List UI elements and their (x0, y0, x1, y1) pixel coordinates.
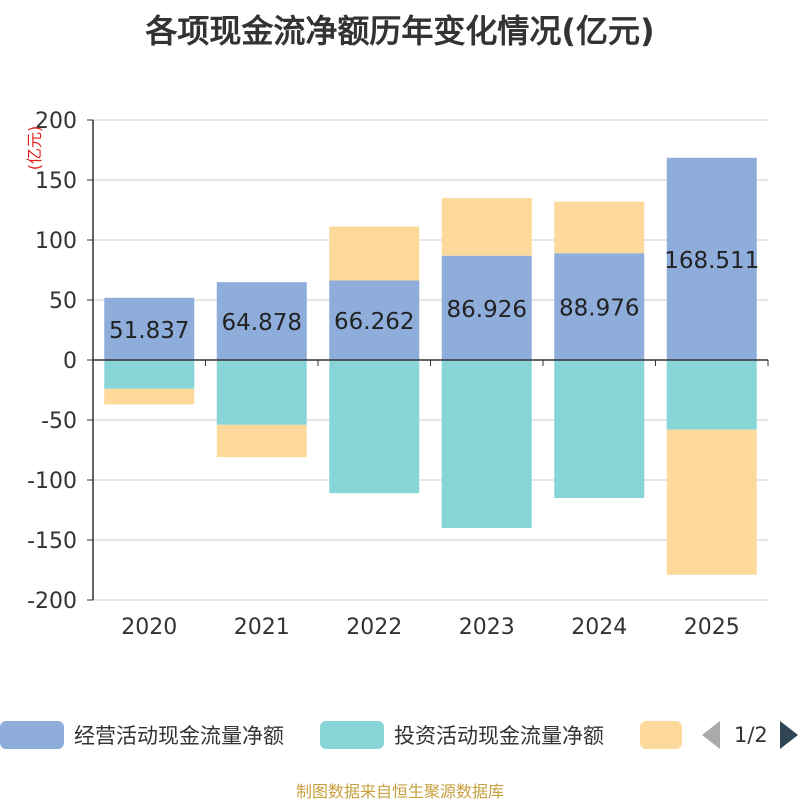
data-label: 51.837 (109, 318, 189, 344)
y-tick-label: 150 (35, 169, 77, 194)
y-tick-label: 0 (63, 349, 77, 374)
data-label: 66.262 (334, 309, 414, 335)
bar-third-2024 (554, 201, 645, 254)
bar-third-2025 (666, 429, 757, 575)
bar-operating-2024 (554, 253, 645, 360)
data-label: 88.976 (559, 296, 639, 322)
x-tick-label: 2021 (234, 615, 290, 640)
bar-operating-2021 (216, 282, 307, 360)
data-label: 64.878 (222, 310, 302, 336)
legend: 经营活动现金流量净额 投资活动现金流量净额 1/2 (0, 716, 800, 754)
legend-swatch-third (640, 721, 682, 749)
source-note: 制图数据来自恒生聚源数据库 (295, 782, 504, 801)
y-tick-label: -200 (27, 589, 77, 614)
prev-page-icon[interactable] (702, 721, 720, 749)
bar-operating-2023 (441, 255, 532, 360)
bar-operating-2022 (329, 280, 420, 360)
bar-third-2021 (216, 424, 307, 458)
y-tick-label: 100 (35, 229, 77, 254)
bar-operating-2025 (666, 157, 757, 360)
y-tick-label: 50 (49, 289, 77, 314)
x-tick-label: 2025 (684, 615, 740, 640)
legend-item-investing[interactable]: 投资活动现金流量净额 (320, 716, 604, 754)
pager-text: 1/2 (734, 723, 768, 747)
data-label: 86.926 (447, 297, 527, 323)
legend-item-third[interactable] (640, 716, 682, 754)
x-tick-label: 2022 (346, 615, 402, 640)
bar-operating-2020 (104, 297, 195, 360)
bar-third-2023 (441, 198, 532, 256)
legend-pager: 1/2 (702, 716, 798, 754)
data-label: 168.511 (664, 248, 759, 274)
x-tick-label: 2023 (459, 615, 515, 640)
bar-investing-2020 (104, 360, 195, 389)
legend-label-investing: 投资活动现金流量净额 (394, 724, 604, 748)
chart-title: 各项现金流净额历年变化情况(亿元) (145, 12, 655, 50)
legend-swatch-operating (0, 721, 64, 749)
next-page-icon[interactable] (779, 721, 798, 749)
x-tick-label: 2020 (121, 615, 177, 640)
y-axis-label: (亿元) (25, 126, 44, 171)
y-tick-label: 200 (35, 109, 77, 134)
y-tick-label: -100 (27, 469, 77, 494)
y-tick-label: -50 (41, 409, 77, 434)
bar-investing-2021 (216, 360, 307, 425)
y-tick-label: -150 (27, 529, 77, 554)
bar-investing-2024 (554, 360, 645, 498)
bar-investing-2022 (329, 360, 420, 494)
bar-third-2020 (104, 388, 195, 405)
legend-swatch-investing (320, 721, 384, 749)
bar-third-2022 (329, 226, 420, 281)
bar-investing-2025 (666, 360, 757, 430)
bar-investing-2023 (441, 360, 532, 528)
legend-item-operating[interactable]: 经营活动现金流量净额 (0, 716, 284, 754)
legend-label-operating: 经营活动现金流量净额 (74, 724, 284, 748)
x-tick-label: 2024 (571, 615, 627, 640)
